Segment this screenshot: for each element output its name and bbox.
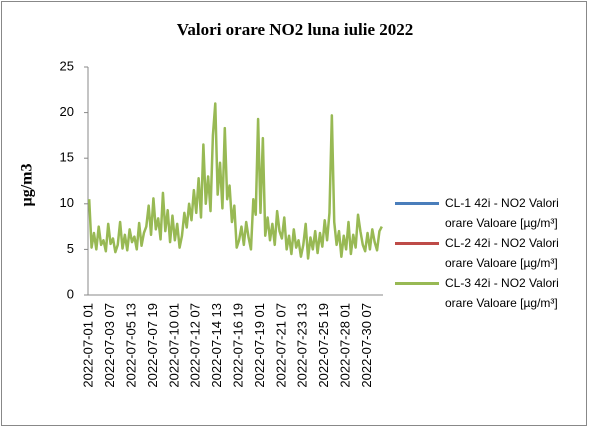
legend-item: CL-3 42i - NO2 Valori orare Valoare [µg/…: [395, 273, 585, 313]
y-tick-label: 10: [60, 195, 74, 210]
x-tick-label: 2022-07-21 07: [273, 303, 288, 388]
x-tick-label: 2022-07-14 13: [209, 303, 224, 388]
x-tick-label: 2022-07-30 07: [359, 303, 374, 388]
legend-item: CL-2 42i - NO2 Valori orare Valoare [µg/…: [395, 233, 585, 273]
y-tick-label: 25: [60, 58, 74, 73]
x-tick-label: 2022-07-28 01: [338, 303, 353, 388]
legend-label: CL-3 42i - NO2 Valori orare Valoare [µg/…: [445, 276, 559, 310]
legend-label: CL-2 42i - NO2 Valori orare Valoare [µg/…: [445, 236, 559, 270]
legend-item: CL-1 42i - NO2 Valori orare Valoare [µg/…: [395, 193, 585, 233]
x-tick-label: 2022-07-07 19: [145, 303, 160, 388]
y-tick-label: 0: [67, 286, 74, 301]
x-tick-label: 2022-07-23 13: [295, 303, 310, 388]
legend-swatch: [395, 202, 439, 205]
chart-title: Valori orare NO2 luna iulie 2022: [177, 20, 414, 39]
y-axis-label: µg/m3: [19, 164, 36, 207]
x-tick-label: 2022-07-19 01: [252, 303, 267, 388]
x-tick-label: 2022-07-10 01: [166, 303, 181, 388]
x-tick-label: 2022-07-05 13: [123, 303, 138, 388]
x-tick-label: 2022-07-03 07: [102, 303, 117, 388]
x-tick-label: 2022-07-12 07: [188, 303, 203, 388]
y-tick-label: 20: [60, 104, 74, 119]
legend-swatch: [395, 242, 439, 245]
y-tick-label: 15: [60, 150, 74, 165]
x-tick-label: 2022-07-25 19: [316, 303, 331, 388]
legend-swatch: [395, 282, 439, 285]
x-tick-label: 2022-07-01 01: [81, 303, 96, 388]
x-tick-label: 2022-07-16 19: [231, 303, 246, 388]
legend-label: CL-1 42i - NO2 Valori orare Valoare [µg/…: [445, 196, 559, 230]
y-tick-label: 5: [67, 241, 74, 256]
series-line: [87, 102, 383, 260]
